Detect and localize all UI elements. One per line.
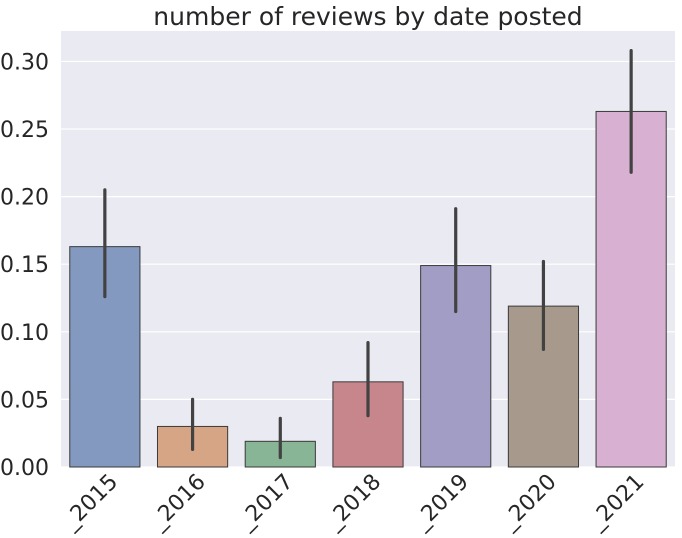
x-tick-label: _2018 xyxy=(320,470,386,536)
x-tick-label: _2019 xyxy=(408,470,474,536)
y-tick-label: 0.10 xyxy=(0,321,49,346)
y-tick-label: 0.15 xyxy=(0,253,49,278)
x-tick-label: _2017 xyxy=(233,470,299,536)
y-tick-label: 0.20 xyxy=(0,186,49,211)
x-axis: _2015 _2016 _2017 _2018 _2019 _2020 _2021 xyxy=(57,470,649,536)
x-tick-label: _2016 xyxy=(145,470,211,536)
x-tick-label: _2021 xyxy=(584,470,650,536)
y-tick-label: 0.00 xyxy=(0,456,49,481)
y-tick-label: 0.05 xyxy=(0,388,49,413)
x-tick-label: _2015 xyxy=(57,470,123,536)
y-tick-label: 0.30 xyxy=(0,50,49,75)
x-tick-label: _2020 xyxy=(496,470,562,536)
chart-title: number of reviews by date posted xyxy=(153,2,582,31)
error-bars xyxy=(103,49,633,460)
y-tick-label: 0.25 xyxy=(0,118,49,143)
y-axis: 0.00 0.05 0.10 0.15 0.20 0.25 0.30 xyxy=(0,50,49,481)
